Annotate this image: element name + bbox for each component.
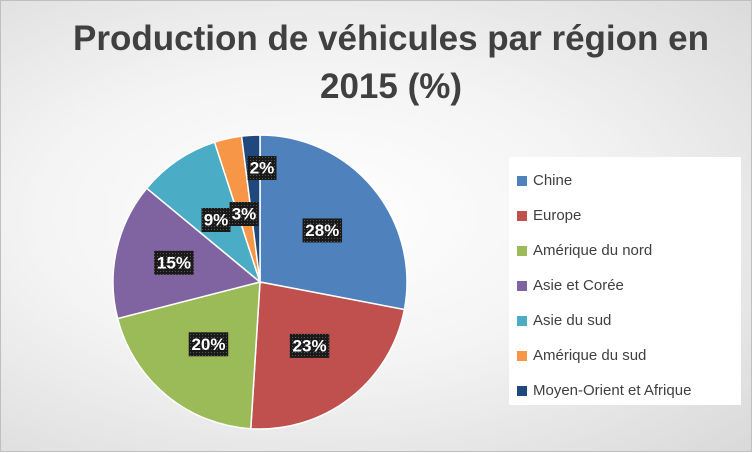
legend-swatch: [517, 315, 527, 326]
legend-swatch: [517, 245, 527, 256]
legend-item: Europe: [517, 198, 741, 233]
legend-item: Asie du sud: [517, 303, 741, 338]
legend-swatch: [517, 210, 527, 221]
legend-swatch: [517, 385, 527, 396]
legend-swatch: [517, 280, 527, 291]
legend-swatch: [517, 175, 527, 186]
data-label-am-rique-du-sud: 3%: [229, 202, 259, 226]
legend-item: Amérique du nord: [517, 233, 741, 268]
legend-swatch: [517, 350, 527, 361]
data-label-moyen-orient-et-afrique: 2%: [247, 156, 277, 180]
legend-item: Moyen-Orient et Afrique: [517, 373, 741, 408]
legend-label: Europe: [533, 207, 582, 224]
svg-text:2%: 2%: [250, 159, 275, 178]
legend-label: Moyen-Orient et Afrique: [533, 382, 692, 399]
svg-text:15%: 15%: [157, 253, 191, 272]
svg-text:9%: 9%: [204, 211, 229, 230]
svg-text:3%: 3%: [232, 205, 257, 224]
legend-label: Asie et Corée: [533, 277, 624, 294]
data-label-am-rique-du-nord: 20%: [188, 332, 229, 357]
data-label-europe: 23%: [289, 333, 330, 358]
data-label-asie-du-sud: 9%: [201, 208, 231, 232]
svg-text:20%: 20%: [191, 335, 225, 354]
legend-item: Asie et Corée: [517, 268, 741, 303]
legend-item: Chine: [517, 163, 741, 198]
legend-item: Amérique du sud: [517, 338, 741, 373]
legend-label: Chine: [533, 172, 573, 189]
svg-text:23%: 23%: [293, 336, 327, 355]
chart-title: Production de véhicules par région en 20…: [73, 19, 709, 106]
data-label-asie-et-cor-e: 15%: [154, 250, 194, 275]
svg-text:28%: 28%: [305, 221, 339, 240]
legend: Chine Europe Amérique du nord Asie et Corée…: [509, 157, 741, 405]
legend-label: Amérique du nord: [533, 242, 653, 259]
data-label-chine: 28%: [302, 218, 343, 243]
legend-label: Asie du sud: [533, 312, 612, 329]
legend-label: Amérique du sud: [533, 347, 647, 364]
